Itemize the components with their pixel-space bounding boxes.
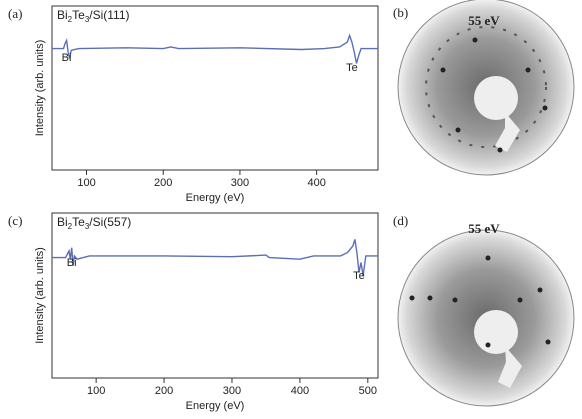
x-tick-label: 400 [307, 177, 325, 189]
x-tick-label: 500 [359, 385, 377, 397]
energy-label: 55 eV [468, 221, 500, 236]
panel-label: (d) [393, 213, 408, 228]
x-tick-label: 100 [87, 385, 105, 397]
sample-label-part: /Si(111) [89, 8, 129, 22]
energy-label: 55 eV [468, 13, 500, 28]
x-tick-label: 400 [291, 385, 309, 397]
peak-annotation: Te [346, 62, 358, 74]
x-axis-label: Energy (eV) [186, 192, 245, 204]
x-tick-label: 100 [77, 177, 95, 189]
x-tick-label: 200 [155, 385, 173, 397]
sample-label-part: Bi [57, 8, 68, 22]
sample-label-part: 2 [68, 15, 73, 24]
x-axis-label: Energy (eV) [186, 400, 245, 412]
y-axis-label: Intensity (arb. units) [34, 40, 46, 137]
sample-label-part: 2 [68, 222, 73, 231]
spectrum-line [52, 239, 378, 276]
sample-label: Bi2Te3/Si(111) [57, 8, 130, 24]
sample-label-part: Te [72, 215, 85, 229]
peak-annotation: Bi [67, 257, 77, 269]
panel-label: (a) [8, 6, 22, 21]
x-tick-label: 300 [223, 385, 241, 397]
y-axis-label: Intensity (arb. units) [34, 247, 46, 344]
leed-image-b [397, 0, 575, 176]
sample-label-part: Bi [57, 215, 68, 229]
x-tick-label: 200 [154, 177, 172, 189]
plot-frame [51, 5, 379, 171]
sample-label-part: Te [72, 8, 85, 22]
spectrum-line [52, 33, 378, 64]
peak-annotation: Te [353, 270, 365, 282]
peak-annotation: Bi [62, 52, 72, 64]
panel-label: (b) [393, 5, 408, 20]
sample-label-part: /Si(557) [89, 215, 131, 229]
panel-label: (c) [8, 213, 22, 228]
sample-label-part: 3 [85, 15, 90, 24]
sample-label-part: 3 [85, 222, 90, 231]
leed-image-d [397, 229, 575, 407]
plot-frame [51, 212, 379, 379]
x-tick-label: 300 [231, 177, 249, 189]
sample-label: Bi2Te3/Si(557) [57, 215, 131, 231]
